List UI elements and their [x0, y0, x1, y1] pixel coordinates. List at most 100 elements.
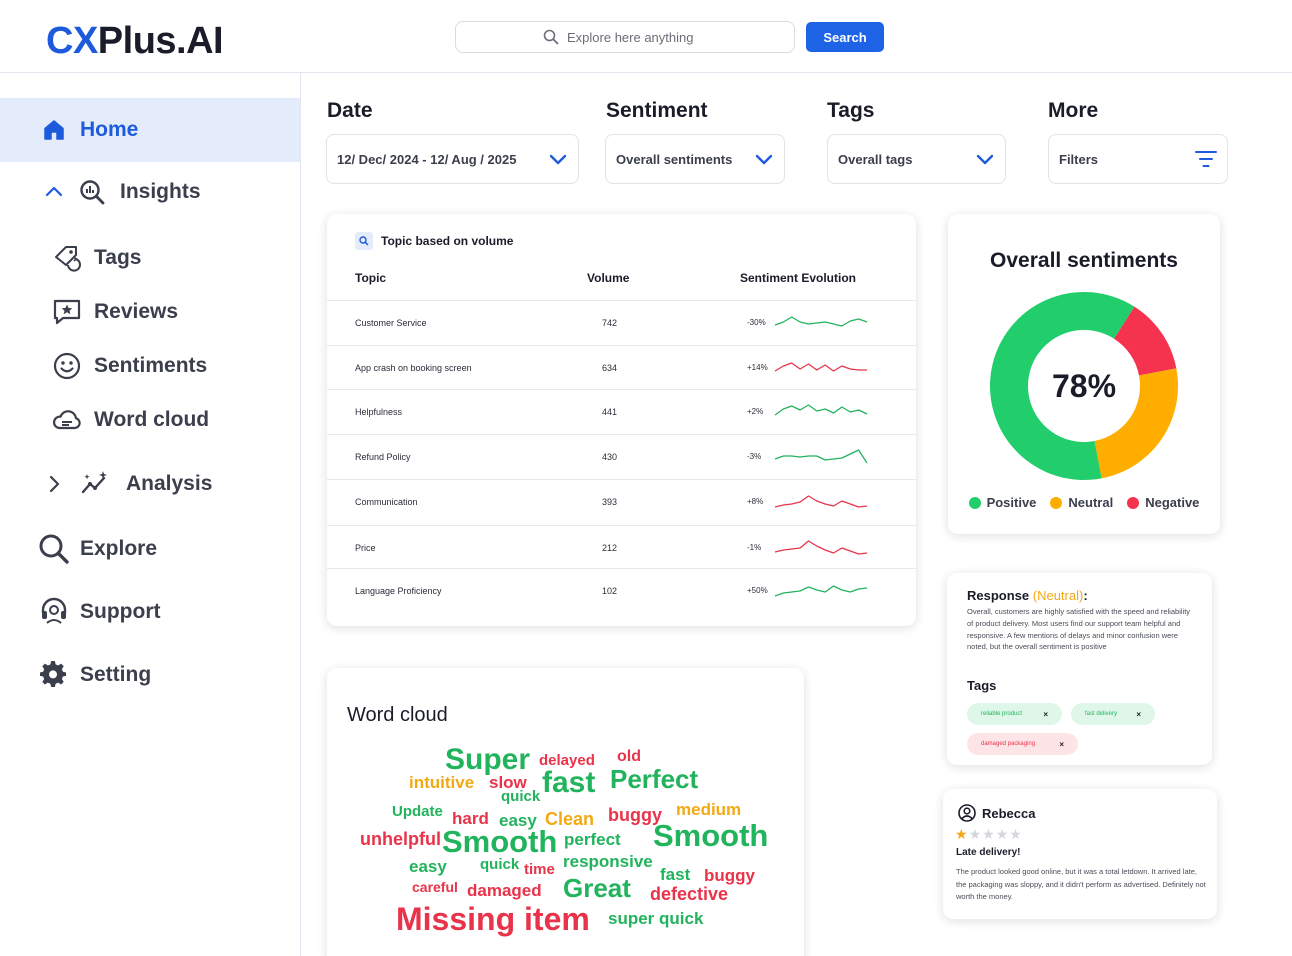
- cloud-word: buggy: [704, 866, 755, 885]
- change-cell: +2%: [747, 407, 764, 416]
- sidebar-item-sentiments[interactable]: Sentiments: [52, 351, 207, 381]
- sidebar-item-label: Home: [80, 118, 139, 141]
- gear-icon: [40, 661, 67, 688]
- donut-slice-neutral[interactable]: [1094, 368, 1178, 479]
- sidebar-item-insights[interactable]: Insights: [44, 178, 201, 206]
- column-header-topic: Topic: [355, 271, 387, 285]
- table-row[interactable]: Refund Policy 430 -3%: [327, 434, 916, 478]
- reviewer-name: Rebecca: [982, 805, 1036, 821]
- table-row[interactable]: Communication 393 +8%: [327, 479, 916, 523]
- legend-label: Neutral: [1068, 495, 1114, 510]
- column-header-evolution: Sentiment Evolution: [740, 271, 857, 285]
- sidebar-item-word-cloud[interactable]: Word cloud: [52, 405, 209, 435]
- filters-label: Filters: [1059, 151, 1099, 167]
- topic-cell: Price: [355, 543, 376, 553]
- cloud-word: Clean: [545, 809, 595, 829]
- cloud-word: perfect: [564, 830, 621, 849]
- filters-button[interactable]: Filters: [1048, 134, 1228, 184]
- cloud-word: quick: [501, 788, 541, 805]
- donut-slice-positive[interactable]: [990, 292, 1135, 480]
- cloud-word: Update: [392, 803, 443, 820]
- tags-dropdown-value: Overall tags: [838, 151, 913, 167]
- volume-cell: 212: [602, 543, 618, 553]
- cloud-word: fast: [542, 766, 596, 799]
- table-row[interactable]: Customer Service 742 -30%: [327, 300, 916, 344]
- logo-rest: Plus.AI: [97, 20, 224, 62]
- table-row[interactable]: Price 212 -1%: [327, 525, 916, 569]
- tag-chip[interactable]: damaged packaging ×: [967, 733, 1078, 755]
- cloud-word: responsive: [563, 852, 653, 871]
- sidebar-item-support[interactable]: Support: [40, 597, 160, 627]
- change-cell: -1%: [747, 543, 762, 552]
- change-cell: +50%: [747, 586, 768, 595]
- search-box[interactable]: [455, 21, 795, 53]
- volume-cell: 742: [602, 318, 618, 328]
- cloud-word: Perfect: [610, 764, 699, 794]
- volume-cell: 102: [602, 586, 618, 596]
- topic-cell: Communication: [355, 497, 418, 507]
- logo-cx: CX: [46, 20, 98, 62]
- topic-volume-card: Topic based on volume Topic Volume Senti…: [327, 214, 916, 626]
- tag-chip[interactable]: fast delivery ×: [1071, 703, 1155, 725]
- search-input[interactable]: [567, 29, 707, 45]
- response-sentiment: (Neutral): [1032, 588, 1084, 603]
- legend-neutral: Neutral: [1050, 495, 1113, 510]
- smiley-icon: [53, 352, 81, 380]
- cloud-word: damaged: [467, 881, 542, 900]
- sidebar-item-setting[interactable]: Setting: [40, 661, 151, 689]
- table-row[interactable]: Language Proficiency 102 +50%: [327, 568, 916, 612]
- response-card: Response (Neutral): Overall, customers a…: [947, 573, 1212, 765]
- search-icon: [543, 29, 559, 45]
- change-cell: -30%: [747, 318, 766, 327]
- date-range-dropdown[interactable]: 12/ Dec/ 2024 - 12/ Aug / 2025: [326, 134, 579, 184]
- cloud-word: quick: [480, 856, 520, 873]
- cloud-word: Smooth: [442, 824, 558, 859]
- cloud-word: intuitive: [409, 773, 475, 792]
- user-icon: [958, 804, 976, 822]
- search-button[interactable]: Search: [806, 22, 884, 52]
- cloud-word: easy: [409, 857, 447, 876]
- logo[interactable]: CXPlus.AI: [46, 20, 224, 63]
- chevron-right-icon[interactable]: [44, 474, 64, 494]
- sparkline-path: [774, 404, 868, 416]
- donut-center-value: 78%: [1051, 368, 1117, 404]
- cloud-word: super quick: [608, 909, 704, 928]
- legend-positive: Positive: [968, 495, 1036, 510]
- sparkline: [774, 362, 867, 372]
- close-icon[interactable]: ×: [1043, 709, 1048, 719]
- sidebar-item-label: Setting: [80, 663, 152, 686]
- chevron-down-icon: [549, 154, 567, 165]
- sidebar-item-tags[interactable]: Tags: [52, 243, 141, 273]
- review-title: Late delivery!: [956, 847, 1021, 858]
- topic-card-title: Topic based on volume: [381, 234, 514, 248]
- sidebar-item-label: Reviews: [94, 300, 179, 323]
- sentiment-legend: Positive Neutral Negative: [948, 495, 1220, 510]
- chevron-down-icon: [976, 154, 994, 165]
- table-row[interactable]: Helpfulness 441 +2%: [327, 389, 916, 433]
- cloud-word: hard: [452, 809, 489, 828]
- sidebar-item-analysis[interactable]: Analysis: [44, 469, 212, 499]
- cloud-word: careful: [412, 879, 458, 895]
- tag-chip[interactable]: reliable product ×: [967, 703, 1062, 725]
- donut-slice-negative[interactable]: [1114, 306, 1177, 376]
- cloud-word: time: [524, 861, 555, 878]
- sentiment-dropdown-value: Overall sentiments: [616, 151, 733, 167]
- close-icon[interactable]: ×: [1136, 709, 1141, 719]
- sparkline-path: [774, 449, 868, 464]
- cloud-word: defective: [650, 884, 729, 904]
- sentiment-filter-title: Sentiment: [606, 99, 708, 122]
- volume-cell: 430: [602, 452, 618, 462]
- sidebar-item-explore[interactable]: Explore: [38, 533, 157, 565]
- table-row[interactable]: App crash on booking screen 634 +14%: [327, 345, 916, 389]
- chevron-up-icon[interactable]: [44, 182, 64, 202]
- sentiment-dropdown[interactable]: Overall sentiments: [605, 134, 785, 184]
- close-icon[interactable]: ×: [1059, 739, 1064, 749]
- tags-dropdown[interactable]: Overall tags: [827, 134, 1006, 184]
- sidebar-item-label: Tags: [94, 246, 142, 269]
- word-cloud-card: Word cloud Super delayed old intuitive slow f…: [327, 668, 804, 956]
- review-text: The product looked good online, but it w…: [956, 867, 1206, 901]
- sidebar-item-reviews[interactable]: Reviews: [52, 297, 178, 327]
- sidebar-item-home[interactable]: Home: [0, 98, 300, 162]
- date-filter-title: Date: [327, 99, 373, 122]
